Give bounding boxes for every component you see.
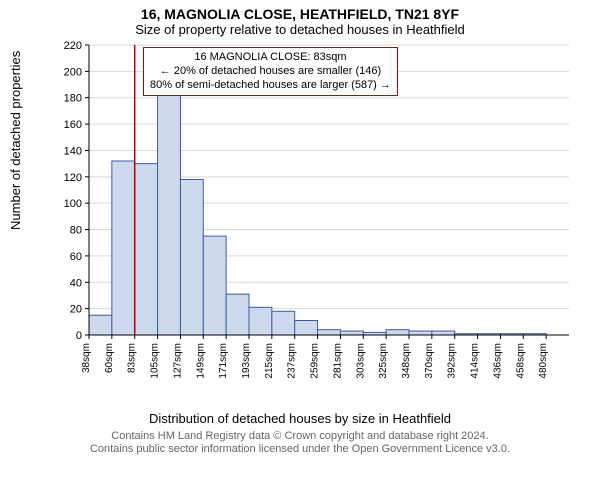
svg-text:348sqm: 348sqm xyxy=(401,343,412,379)
svg-text:127sqm: 127sqm xyxy=(172,343,183,379)
svg-text:303sqm: 303sqm xyxy=(355,343,366,379)
svg-text:237sqm: 237sqm xyxy=(287,343,298,379)
svg-text:20: 20 xyxy=(70,304,82,316)
svg-text:458sqm: 458sqm xyxy=(515,343,526,379)
chart-area: 0 20 40 60 80 100 120 140 160 180 200 220 38sqm 60sqm… xyxy=(55,41,580,411)
svg-text:160: 160 xyxy=(64,119,82,131)
svg-text:259sqm: 259sqm xyxy=(310,343,321,379)
svg-text:140: 140 xyxy=(64,145,82,157)
svg-text:325sqm: 325sqm xyxy=(378,343,389,379)
svg-text:120: 120 xyxy=(64,172,82,184)
callout-box: 16 MAGNOLIA CLOSE: 83sqm ← 20% of detach… xyxy=(143,47,398,96)
chart-subtitle: Size of property relative to detached ho… xyxy=(0,22,600,41)
footer-line2: Contains public sector information licen… xyxy=(0,443,600,456)
svg-text:180: 180 xyxy=(64,93,82,105)
svg-text:436sqm: 436sqm xyxy=(492,343,503,379)
svg-text:80: 80 xyxy=(70,225,82,237)
svg-text:414sqm: 414sqm xyxy=(470,343,481,379)
svg-text:0: 0 xyxy=(76,330,82,342)
chart-title: 16, MAGNOLIA CLOSE, HEATHFIELD, TN21 8YF xyxy=(0,0,600,22)
svg-text:60: 60 xyxy=(70,251,82,263)
svg-text:370sqm: 370sqm xyxy=(424,343,435,379)
svg-text:220: 220 xyxy=(64,41,82,52)
footer-line1: Contains HM Land Registry data © Crown c… xyxy=(0,430,600,443)
y-axis-label: Number of detached properties xyxy=(8,51,23,230)
svg-text:281sqm: 281sqm xyxy=(332,343,343,379)
svg-text:105sqm: 105sqm xyxy=(150,343,161,379)
svg-text:193sqm: 193sqm xyxy=(241,343,252,379)
svg-text:200: 200 xyxy=(64,66,82,78)
svg-text:100: 100 xyxy=(64,198,82,210)
svg-text:149sqm: 149sqm xyxy=(195,343,206,379)
svg-text:171sqm: 171sqm xyxy=(218,343,229,379)
svg-text:40: 40 xyxy=(70,277,82,289)
svg-text:480sqm: 480sqm xyxy=(538,343,549,379)
svg-text:38sqm: 38sqm xyxy=(81,343,92,373)
callout-line3: 80% of semi-detached houses are larger (… xyxy=(150,79,391,93)
svg-text:83sqm: 83sqm xyxy=(127,343,138,373)
svg-text:392sqm: 392sqm xyxy=(447,343,458,379)
callout-line1: 16 MAGNOLIA CLOSE: 83sqm xyxy=(150,51,391,65)
x-axis-label: Distribution of detached houses by size … xyxy=(0,411,600,426)
svg-text:215sqm: 215sqm xyxy=(264,343,275,379)
callout-line2: ← 20% of detached houses are smaller (14… xyxy=(150,65,391,79)
footer: Contains HM Land Registry data © Crown c… xyxy=(0,426,600,456)
svg-text:60sqm: 60sqm xyxy=(104,343,115,373)
